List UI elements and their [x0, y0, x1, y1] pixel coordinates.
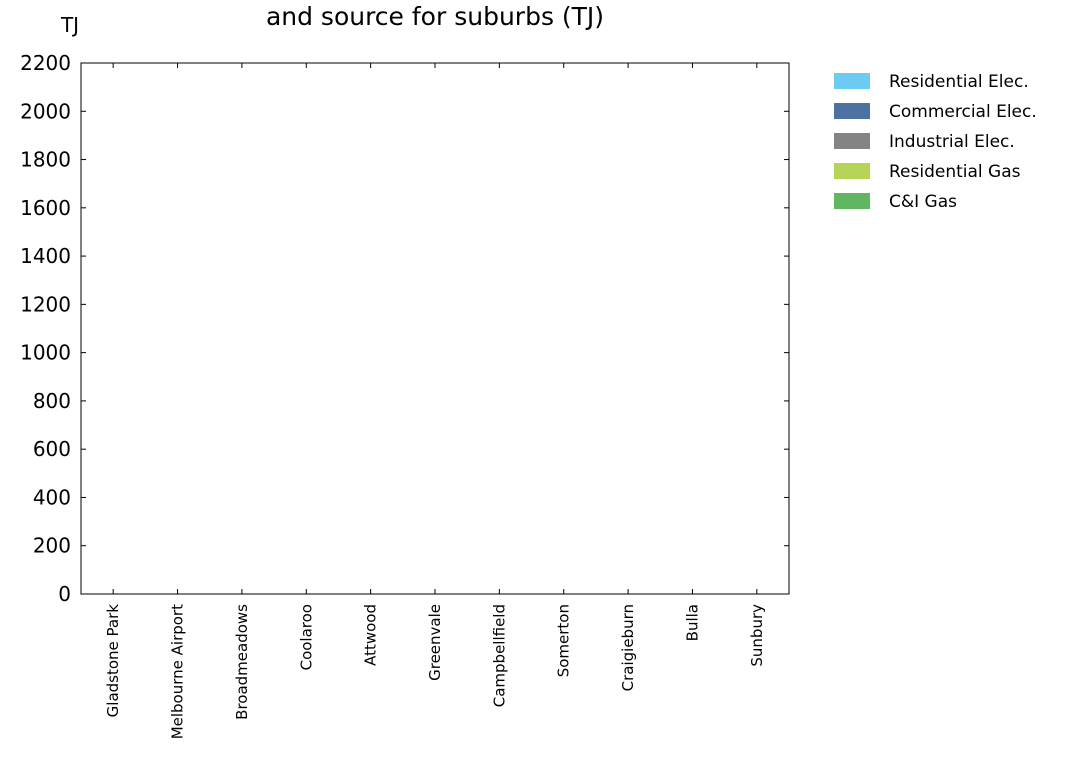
y-tick-label: 1800: [20, 148, 71, 172]
legend: Residential Elec. Commercial Elec. Industr…: [834, 72, 1037, 212]
legend-swatch-residential-elec: [834, 73, 870, 89]
x-tick-label: Campbellfield: [490, 604, 508, 707]
x-tick-label: Bulla: [683, 604, 701, 641]
legend-swatch-residential-gas: [834, 163, 870, 179]
chart-title: and source for suburbs (TJ): [266, 2, 604, 31]
legend-swatch-c-i-gas: [834, 193, 870, 209]
y-tick-label: 800: [33, 389, 71, 413]
legend-label-c-i-gas: C&I Gas: [889, 192, 957, 212]
y-tick-label: 2000: [20, 99, 71, 123]
legend-swatch-commercial-elec: [834, 103, 870, 119]
y-tick-label: 2200: [20, 51, 71, 75]
y-tick-label: 400: [33, 485, 71, 509]
legend-label-industrial-elec: Industrial Elec.: [889, 132, 1015, 152]
x-tick-label: Greenvale: [426, 604, 444, 681]
x-tick-label: Melbourne Airport: [169, 604, 187, 739]
x-tick-label: Sunbury: [748, 604, 766, 667]
y-tick-label: 1400: [20, 244, 71, 268]
y-tick-label: 1200: [20, 292, 71, 316]
legend-label-commercial-elec: Commercial Elec.: [889, 102, 1037, 122]
x-tick-label: Attwood: [362, 604, 380, 666]
y-tick-label: 0: [58, 582, 71, 606]
x-tick-labels: Gladstone Park Melbourne Airport Broadmead…: [104, 604, 766, 740]
axes: [80, 62, 790, 595]
plot-frame: [80, 62, 790, 595]
y-tick-label: 1000: [20, 341, 71, 365]
x-tick-label: Somerton: [555, 604, 573, 677]
x-tick-label: Broadmeadows: [233, 604, 251, 720]
y-axis-label: TJ: [60, 13, 79, 37]
legend-label-residential-elec: Residential Elec.: [889, 72, 1029, 92]
y-tick-label: 600: [33, 437, 71, 461]
y-tick-label: 200: [33, 534, 71, 558]
y-tick-labels: 0 200 400 600 800 1000 1200 1400 1600 1800 2000 220…: [20, 51, 71, 606]
x-tick-label: Craigieburn: [619, 604, 637, 691]
x-tick-label: Gladstone Park: [104, 604, 122, 718]
x-tick-label: Coolaroo: [297, 604, 315, 670]
y-tick-label: 1600: [20, 196, 71, 220]
legend-swatch-industrial-elec: [834, 133, 870, 149]
legend-label-residential-gas: Residential Gas: [889, 162, 1021, 182]
